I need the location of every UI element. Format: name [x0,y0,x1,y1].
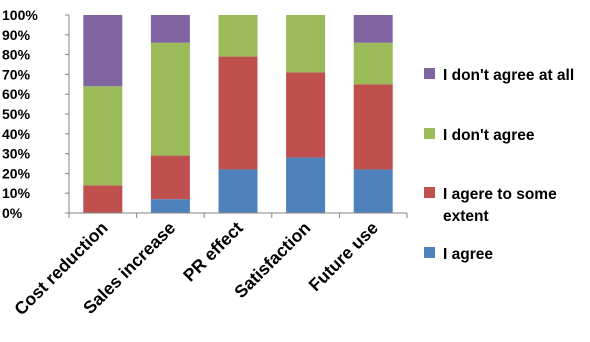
y-tick-label: 80% [2,47,31,63]
bar-segment-cost-reduction-i-don-t-agree [83,86,123,186]
legend-label: I agere to some [443,186,557,203]
legend-item-i-agree: I agree [424,246,493,263]
bar-segment-cost-reduction-i-agere-to-some-extent [83,185,123,213]
y-tick-label: 70% [2,66,31,82]
legend-label: I don't agree at all [443,67,574,84]
legend-label: I agree [443,246,493,263]
bar-segment-pr-effect-i-agree [218,169,258,213]
bar-segment-sales-increase-i-don-t-agree-at-all [150,15,190,43]
legend-item-i-don-t-agree-at-all: I don't agree at all [424,67,574,84]
legend-label: extent [443,208,489,225]
legend-label: I don't agree [443,127,535,144]
y-tick-label: 20% [2,165,31,181]
bar-segment-satisfaction-i-agere-to-some-extent [286,72,326,158]
legend: I don't agree at all I don't agree I agere… [424,67,574,263]
legend-item-i-don-t-agree: I don't agree [424,127,535,144]
y-tick-label: 100% [2,7,38,23]
bar-segment-pr-effect-i-agere-to-some-extent [218,56,258,170]
bar-segment-future-use-i-agere-to-some-extent [353,84,393,170]
y-tick-label: 60% [2,86,31,102]
bar-segment-future-use-i-don-t-agree-at-all [353,15,393,43]
y-tick-label: 30% [2,146,31,162]
y-tick-label: 0% [2,205,23,221]
bar-segment-pr-effect-i-don-t-agree [218,15,258,57]
y-tick-label: 10% [2,185,31,201]
bar-segment-future-use-i-agree [353,169,393,213]
legend-swatch [424,247,435,258]
x-category-label-future-use: Future use [305,218,383,296]
plot-area [83,15,393,213]
bar-segment-sales-increase-i-agere-to-some-extent [150,155,190,200]
y-tick-label: 90% [2,27,31,43]
bar-segment-satisfaction-i-agree [286,157,326,213]
legend-swatch [424,187,435,198]
bar-segment-sales-increase-i-agree [150,199,190,213]
bar-segment-sales-increase-i-don-t-agree [150,42,190,156]
legend-swatch [424,68,435,79]
x-category-label-pr-effect: PR effect [179,218,247,286]
bar-segment-cost-reduction-i-don-t-agree-at-all [83,15,123,87]
legend-item-i-agere-to-some-extent: I agere to some extent [424,186,557,225]
y-tick-label: 50% [2,106,31,122]
y-tick-label: 40% [2,126,31,142]
y-axis: 0% 10% 20% 30% 40% 50% 60% 70% 80% 90% 100% [2,7,70,221]
bar-segment-satisfaction-i-don-t-agree [286,15,326,73]
legend-swatch [424,128,435,139]
bar-segment-future-use-i-don-t-agree [353,42,393,85]
